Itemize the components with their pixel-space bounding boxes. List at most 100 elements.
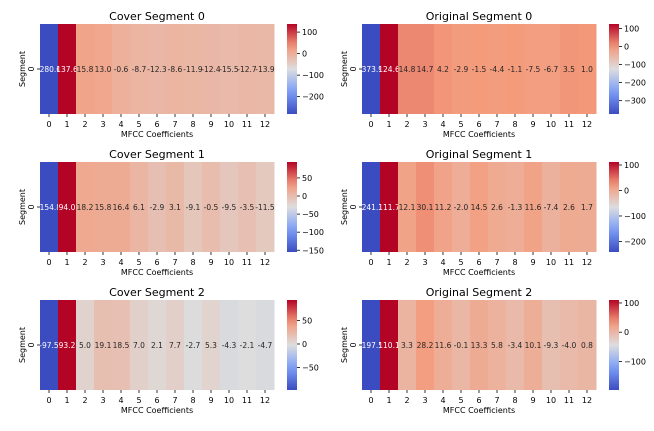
y-axis-label: Segment [18,51,27,87]
heatmap-cell [256,300,275,390]
heatmap-cell [506,24,525,114]
x-tick-label: 9 [208,396,213,405]
heatmap-cell [148,24,167,114]
cell-value-label: 15.8 [95,203,112,212]
heatmap-cell [398,300,417,390]
x-tick-label: 1 [64,396,69,405]
colorbar-tick-label: −100 [302,71,324,80]
x-tick-label: 4 [118,120,123,129]
x-tick-label: 7 [172,258,177,267]
x-axis-label: MFCC Coefficients [121,268,193,277]
x-tick-label: 0 [368,120,373,129]
cell-value-label: -4.7 [258,341,273,350]
cell-value-label: -9.1 [186,203,201,212]
heatmap-cell [184,162,203,252]
cell-value-label: 7.0 [133,341,145,350]
cell-value-label: -12.7 [237,65,257,74]
x-tick-label: 6 [476,258,481,267]
cell-value-label: -0.1 [454,341,469,350]
cell-value-label: -2.9 [150,203,165,212]
heatmap-cell [112,24,131,114]
x-tick-label: 5 [458,120,463,129]
cell-value-label: -4.3 [222,341,237,350]
heatmap-cell [148,300,167,390]
heatmap-cell [578,24,597,114]
x-tick-label: 4 [440,120,445,129]
heatmap-cell [112,162,131,252]
colorbar-tick-label: −200 [624,79,646,88]
colorbar-tick-label: 0 [624,186,629,195]
x-tick-label: 6 [476,120,481,129]
heatmap-cell [202,24,221,114]
heatmap-cell [40,24,59,114]
x-tick-label: 2 [404,120,409,129]
cell-value-label: 18.2 [77,203,94,212]
x-tick-label: 3 [100,258,105,267]
colorbar-tick-label: −50 [302,210,319,219]
heatmap-cell [148,162,167,252]
x-tick-label: 11 [242,258,252,267]
x-tick-label: 10 [224,120,234,129]
cell-value-label: 1.0 [581,65,593,74]
cell-value-label: -9.5 [222,203,237,212]
heatmap-cell [452,24,471,114]
cell-value-label: -280.6 [37,65,61,74]
cell-value-label: -8.6 [168,65,183,74]
x-tick-label: 11 [564,396,574,405]
heatmap-cell [362,24,381,114]
cell-value-label: 15.8 [77,65,94,74]
heatmap-cell [130,300,149,390]
heatmap-cell [416,162,435,252]
y-tick-label: 0 [27,342,36,347]
heatmap-cell [398,162,417,252]
cell-value-label: 111.7 [378,203,400,212]
y-axis-label: Segment [340,189,349,225]
heatmap-cell [130,24,149,114]
colorbar-tick-label: −200 [624,237,646,246]
cell-value-label: 13.0 [95,65,112,74]
x-tick-label: 1 [386,258,391,267]
heatmap-cell [256,24,275,114]
x-tick-label: 9 [208,258,213,267]
heatmap-cell [40,300,59,390]
x-tick-label: 11 [564,258,574,267]
x-tick-label: 2 [82,120,87,129]
cell-value-label: -15.5 [219,65,239,74]
y-axis-label: Segment [340,327,349,363]
colorbar-tick-label: −200 [302,93,324,102]
x-tick-label: 7 [172,396,177,405]
heatmap-cell [94,162,113,252]
x-tick-label: 9 [530,258,535,267]
heatmap-cell [202,162,221,252]
cell-value-label: -1.1 [508,65,523,74]
cell-value-label: -154.8 [37,203,61,212]
colorbar-tick-label: 100 [624,161,639,170]
x-axis-label: MFCC Coefficients [121,130,193,139]
x-tick-label: 7 [494,258,499,267]
cell-value-label: -1.3 [508,203,523,212]
cell-value-label: 0.8 [581,341,593,350]
x-tick-label: 1 [64,120,69,129]
heatmap-cell [524,162,543,252]
colorbar-tick-label: 100 [624,24,639,33]
x-tick-label: 2 [404,396,409,405]
y-axis-label: Segment [18,327,27,363]
cell-value-label: -241.3 [359,203,383,212]
colorbar-tick-label: 0 [624,42,629,51]
cell-value-label: 3.1 [169,203,181,212]
heatmap-cell [560,24,579,114]
cell-value-label: 10.1 [525,341,542,350]
cell-value-label: 2.6 [491,203,503,212]
heatmap-cell [452,300,471,390]
cell-value-label: -8.7 [132,65,147,74]
heatmap-cell [434,162,453,252]
cell-value-label: -2.9 [454,65,469,74]
heatmap-cell [238,162,257,252]
x-tick-label: 6 [476,396,481,405]
colorbar [287,24,297,114]
cell-value-label: 11.6 [435,341,452,350]
cell-value-label: -0.6 [114,65,129,74]
x-tick-label: 9 [208,120,213,129]
